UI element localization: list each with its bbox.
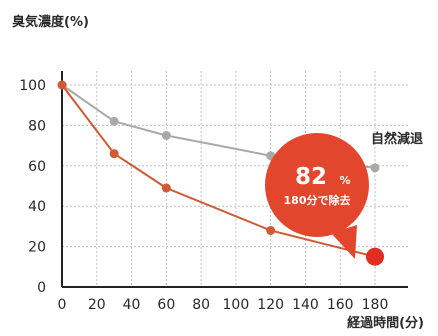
callout-pointer: [331, 225, 357, 259]
x-tick-label: 80: [192, 297, 210, 313]
chart-ticks: 0 20 40 60 80 100 0 20 40 60 80 100 120 140 160 180: [19, 78, 388, 313]
series-2-point: [366, 247, 384, 266]
chart-axes: [61, 71, 408, 288]
y-tick-label: 60: [28, 159, 46, 175]
x-tick-label: 120: [257, 297, 284, 313]
y-tick-label: 100: [19, 78, 46, 94]
y-axis-title: 臭気濃度(%): [12, 14, 89, 30]
callout-note: 180分で除去: [284, 193, 351, 207]
series-1-point: [161, 131, 171, 140]
x-tick-label: 180: [362, 297, 389, 313]
x-tick-label: 60: [157, 297, 175, 313]
x-tick-label: 140: [292, 297, 319, 313]
y-tick-label: 0: [37, 280, 46, 296]
series-2-point: [161, 183, 171, 193]
callout-bubble: [265, 133, 369, 237]
y-tick-label: 20: [28, 240, 46, 256]
x-tick-label: 40: [123, 297, 141, 313]
callout: 82 % 180分で除去: [265, 133, 369, 259]
callout-value: 82: [295, 164, 327, 190]
y-tick-label: 80: [28, 118, 46, 134]
x-axis-title: 経過時間(分): [347, 315, 424, 331]
x-tick-label: 0: [58, 297, 67, 313]
series-1-point: [109, 116, 119, 126]
callout-unit: %: [339, 174, 350, 187]
series-2-point: [266, 225, 276, 235]
x-tick-label: 100: [223, 297, 250, 313]
series-2-point: [109, 149, 119, 159]
series-1-point: [370, 163, 380, 173]
series-label: 自然減退: [371, 131, 423, 147]
series-2-point: [57, 80, 67, 90]
x-tick-label: 160: [327, 297, 354, 313]
chart-series: 自然減退: [57, 80, 423, 266]
x-tick-label: 20: [88, 297, 106, 313]
y-tick-label: 40: [28, 199, 46, 215]
